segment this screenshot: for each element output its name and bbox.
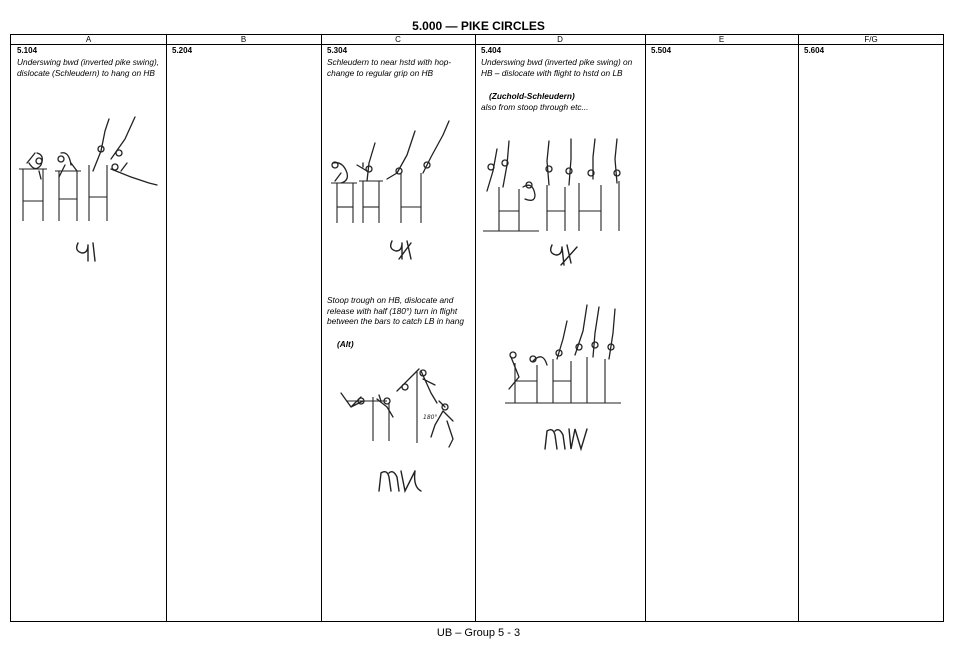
- page-title: 5.000 — PIKE CIRCLES: [412, 19, 545, 33]
- column-header-row: A B C D E F/G: [11, 35, 943, 45]
- gymnast-sequence-drawing-c: [331, 120, 450, 223]
- figure-symbol-d: [549, 244, 578, 266]
- gymnast-sequence-drawing-d2: [505, 304, 621, 404]
- element-note-d: also from stoop through etc...: [481, 102, 589, 112]
- column-header-fg: F/G: [864, 35, 878, 44]
- gymnast-sequence-drawing-a: [19, 116, 158, 221]
- element-code-b: 5.204: [172, 46, 193, 55]
- column-divider: [321, 35, 322, 621]
- column-divider: [645, 35, 646, 621]
- figure-symbol-c2: [378, 470, 422, 494]
- element-code-d: 5.404: [481, 46, 502, 55]
- gymnast-sequence-drawing-c2: 180°: [340, 368, 454, 448]
- element-name-c2: (Alt): [337, 339, 354, 349]
- element-code-e: 5.504: [651, 46, 672, 55]
- element-code-c: 5.304: [327, 46, 348, 55]
- column-header-e: E: [718, 35, 725, 44]
- column-header-c: C: [395, 35, 401, 44]
- column-divider: [166, 35, 167, 621]
- figure-symbol-a: [75, 242, 96, 262]
- element-description-c2: Stoop trough on HB, dislocate and releas…: [327, 295, 464, 326]
- page-footer: UB – Group 5 - 3: [436, 627, 521, 639]
- element-code-fg: 5.604: [804, 46, 825, 55]
- column-header-a: A: [85, 35, 92, 44]
- element-code-a: 5.104: [17, 46, 38, 55]
- element-description-d: Underswing bwd (inverted pike swing) on …: [481, 57, 633, 78]
- column-header-d: D: [557, 35, 563, 44]
- gymnast-sequence-drawing-d: [483, 138, 621, 232]
- element-description-a: Underswing bwd (inverted pike swing), di…: [17, 57, 160, 78]
- figure-symbol-d2: [544, 428, 588, 452]
- column-header-b: B: [240, 35, 247, 44]
- element-name-d: (Zuchold-Schleudern): [489, 91, 575, 101]
- figure-symbol-c: [389, 240, 412, 260]
- column-divider: [798, 35, 799, 621]
- element-description-c: Schleudern to near hstd with hop-change …: [327, 57, 452, 78]
- angle-label: 180°: [423, 414, 437, 421]
- elements-table: A B C D E F/G 5.104 Underswing bwd (inve…: [10, 34, 944, 622]
- column-divider: [475, 35, 476, 621]
